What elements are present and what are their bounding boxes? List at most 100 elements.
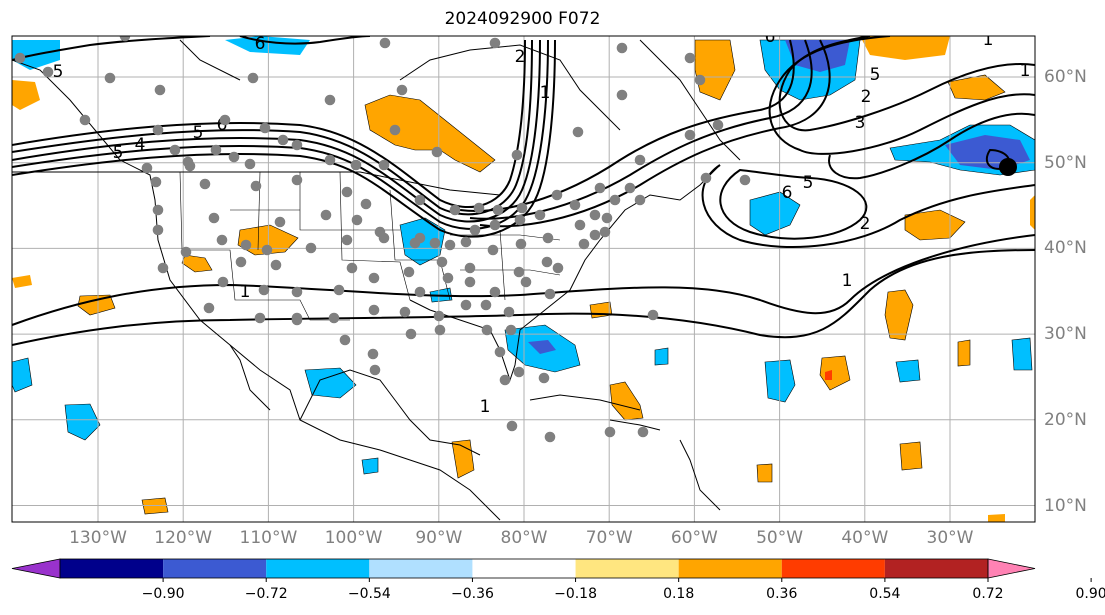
station-dot <box>460 299 472 311</box>
station-dot <box>572 126 584 138</box>
longitude-label: 30°W <box>926 528 974 548</box>
state-borders <box>179 171 561 321</box>
contour-label: 6 <box>782 183 793 203</box>
station-dot <box>169 144 181 156</box>
station-dot <box>379 37 391 49</box>
station-dot <box>494 346 506 358</box>
station-dot <box>589 229 601 241</box>
station-dot <box>541 256 553 268</box>
station-dot <box>712 119 724 131</box>
contour-label: 1 <box>983 30 994 50</box>
station-dot <box>604 426 616 438</box>
contour-label: 6 <box>765 27 776 47</box>
station-dot <box>694 74 706 86</box>
station-dot <box>609 194 621 206</box>
station-dot <box>464 276 476 288</box>
station-dot <box>399 306 411 318</box>
colorbar-segment <box>884 559 988 578</box>
station-dot <box>360 198 372 210</box>
colorbar-tick-label: 0.54 <box>869 586 901 602</box>
station-dot <box>291 139 303 151</box>
station-dot <box>506 420 518 432</box>
station-dot <box>634 194 646 206</box>
station-dot <box>569 199 581 211</box>
station-dot <box>350 159 362 171</box>
station-dot <box>320 209 332 221</box>
plot-frame <box>11 35 1036 523</box>
station-dot <box>378 159 390 171</box>
station-dot <box>589 209 601 221</box>
station-dot <box>409 237 421 249</box>
station-dot <box>599 226 611 238</box>
station-dot <box>244 158 256 170</box>
low-center-marker <box>999 158 1017 176</box>
contour-labels: 1 1 2 5 6 1 2 3 5 6 5 1 6 5 1 2 4 5 6 1 <box>53 27 1031 417</box>
station-dot <box>305 242 317 254</box>
latitude-label: 30°N <box>1044 324 1087 345</box>
colorbar-tick-label: −0.72 <box>244 586 288 602</box>
colorbar-tick-label: −0.36 <box>450 586 494 602</box>
latitude-label: 60°N <box>1044 67 1087 87</box>
station-dot <box>684 129 696 141</box>
colorbar-tick-label: 0.36 <box>766 586 798 602</box>
station-dot <box>403 266 415 278</box>
contour-label: 2 <box>860 214 871 234</box>
station-dot <box>259 122 271 134</box>
station-dot <box>634 154 646 166</box>
station-dot <box>254 312 266 324</box>
station-dot <box>291 286 303 298</box>
station-dot <box>180 246 192 258</box>
contour-label: 6 <box>217 115 228 135</box>
station-dot <box>513 366 525 378</box>
station-dot <box>414 286 426 298</box>
colorbar-segment <box>266 559 370 578</box>
station-dot <box>431 146 443 158</box>
contour-label: 1 <box>480 397 491 417</box>
station-dot <box>203 302 215 314</box>
station-dot <box>460 236 472 248</box>
station-dot <box>515 238 527 250</box>
colorbar-tick-label: −0.18 <box>554 586 597 602</box>
station-dot <box>551 189 563 201</box>
station-dot <box>208 212 220 224</box>
colorbar-tick-label: −0.90 <box>141 586 185 602</box>
station-dot <box>270 259 282 271</box>
contour-label: 2 <box>861 87 872 107</box>
station-dot <box>396 84 408 96</box>
station-dot <box>217 276 229 288</box>
colorbar-segment <box>575 559 679 578</box>
station-dot <box>505 324 517 336</box>
station-dot <box>616 42 628 54</box>
station-dot <box>79 114 91 126</box>
latitude-label: 10°N <box>1044 495 1087 516</box>
colorbar-tick-label: 0.18 <box>663 586 695 602</box>
station-dot <box>291 314 303 326</box>
station-dot <box>341 186 353 198</box>
station-dot <box>542 232 554 244</box>
station-dot <box>684 52 696 64</box>
station-dot <box>369 364 381 376</box>
contour-label: 1 <box>540 83 551 103</box>
station-dot <box>516 202 528 214</box>
longitude-label: 120°W <box>154 528 213 548</box>
station-dot <box>216 234 228 246</box>
station-dot <box>449 204 461 216</box>
colorbar-outline <box>59 558 989 579</box>
station-dot <box>624 182 636 194</box>
station-dot <box>261 244 273 256</box>
station-dot <box>258 284 270 296</box>
station-dot <box>544 288 556 300</box>
station-dot <box>444 239 456 251</box>
station-dot <box>154 84 166 96</box>
longitude-label: 130°W <box>69 528 127 548</box>
colorbar-segment <box>369 559 473 578</box>
colorbar-segment <box>163 559 267 578</box>
station-dot <box>578 238 590 250</box>
station-dot <box>247 72 259 84</box>
colorbar-segment <box>472 559 576 578</box>
station-dot <box>324 94 336 106</box>
station-dot <box>647 309 659 321</box>
longitude-label: 90°W <box>415 528 463 548</box>
station-dot <box>389 124 401 136</box>
